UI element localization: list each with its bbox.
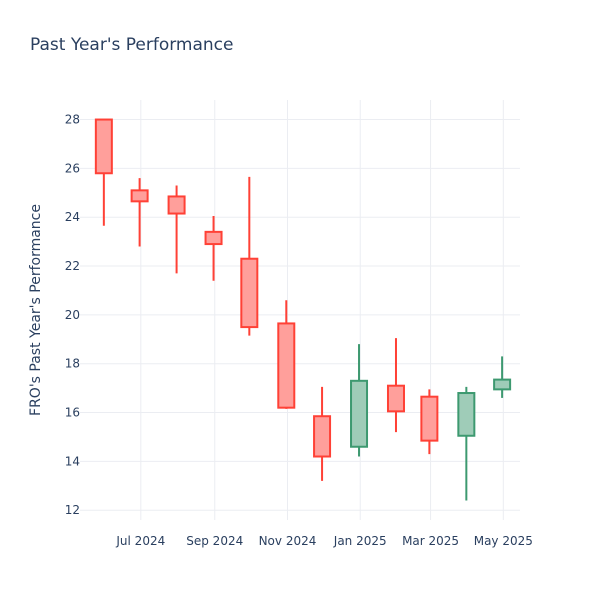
- y-axis-ticks: 12 14 16 18 20 22 24 26 28: [65, 113, 80, 518]
- candle: [493, 356, 512, 398]
- candle: [130, 178, 149, 247]
- candle: [167, 185, 186, 274]
- candle-body: [386, 384, 405, 413]
- candle-body: [350, 379, 369, 448]
- candle: [313, 386, 332, 481]
- y-axis-label: FRO's Past Year's Performance: [28, 204, 44, 416]
- candle: [277, 300, 296, 409]
- candle: [204, 215, 223, 281]
- candle-body: [313, 415, 332, 458]
- x-tick-label: Jan 2025: [333, 534, 387, 548]
- candle: [350, 344, 369, 457]
- grid: [80, 100, 520, 520]
- candle: [386, 338, 405, 433]
- candle-body: [240, 257, 259, 329]
- x-tick-label: May 2025: [474, 534, 533, 548]
- candle-body: [420, 395, 439, 442]
- candle: [420, 389, 439, 455]
- candle-body: [277, 322, 296, 409]
- candle-body: [130, 189, 149, 203]
- chart-title: Past Year's Performance: [30, 35, 234, 55]
- x-tick-label: Mar 2025: [402, 534, 459, 548]
- x-tick-label: Jul 2024: [115, 534, 165, 548]
- y-tick-label: 20: [65, 308, 80, 322]
- x-axis-ticks: Jul 2024 Sep 2024 Nov 2024 Jan 2025 Mar 2025…: [115, 534, 533, 548]
- y-tick-label: 14: [65, 454, 80, 468]
- candle: [457, 386, 476, 501]
- y-tick-label: 22: [65, 259, 80, 273]
- y-tick-label: 28: [65, 113, 80, 127]
- y-tick-label: 18: [65, 357, 80, 371]
- candle-body: [457, 392, 476, 437]
- candle-body: [493, 378, 512, 391]
- candle-body: [167, 195, 186, 215]
- candle: [94, 118, 113, 226]
- candle-body: [94, 118, 113, 175]
- x-tick-label: Nov 2024: [259, 534, 317, 548]
- y-tick-label: 16: [65, 406, 80, 420]
- x-tick-label: Sep 2024: [186, 534, 243, 548]
- candles: [94, 118, 512, 501]
- y-tick-label: 24: [65, 210, 80, 224]
- y-tick-label: 12: [65, 503, 80, 517]
- candle: [240, 176, 259, 336]
- candle-body: [204, 230, 223, 246]
- y-tick-label: 26: [65, 161, 80, 175]
